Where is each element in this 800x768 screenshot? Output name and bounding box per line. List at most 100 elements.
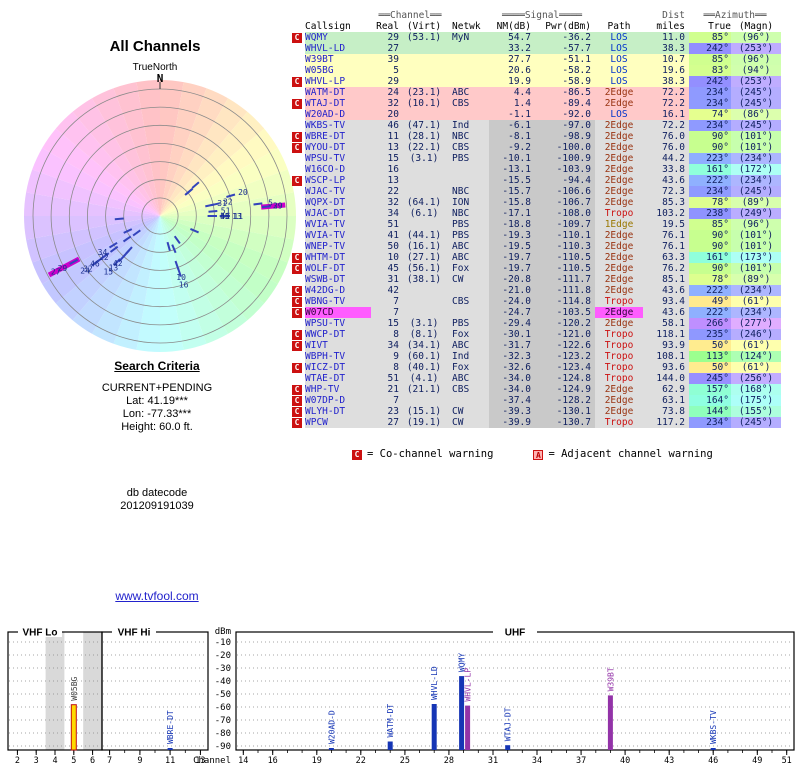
cell-callsign: WYOU-DT [305,142,371,153]
cell-real-channel: 29 [371,32,399,43]
cell-path: Tropo [595,340,643,351]
y-tick-label: -10 [215,638,231,648]
channel-tick-label: 31 [488,756,498,766]
cell-path: LOS [595,65,643,76]
cell-azimuth-true: 234° [689,417,731,428]
col-callsign: Callsign [305,21,351,32]
station-marker-label: 24 [80,266,90,275]
spectrum-bar [459,676,465,750]
north-label: N [157,72,164,85]
cell-virtual-channel: (38.1) [399,274,449,285]
cell-dist-miles: 62.9 [643,384,689,395]
channel-tick-label: 28 [444,756,454,766]
cell-nm-db: -31.7 [489,340,535,351]
cell-virtual-channel: (8.1) [399,329,449,340]
table-row: C WQMY 29 (53.1) MyN 54.7 -36.2 LOS 11.0 85° (96°) [292,32,781,43]
cell-real-channel: 7 [371,296,399,307]
cell-azimuth-true: 266° [689,318,731,329]
cell-real-channel: 27 [371,417,399,428]
cell-path: 2Edge [595,131,643,142]
cell-azimuth-true: 234° [689,98,731,109]
cell-azimuth-magn: (256°) [731,373,781,384]
cell-network [449,175,489,186]
cell-warning-gutter [292,65,305,76]
table-row: WQPX-DT 32 (64.1) ION -15.8 -106.7 2Edge 85.3 78… [292,197,781,208]
cell-azimuth-magn: (101°) [731,241,781,252]
co-channel-warning-icon: C [352,449,362,460]
cell-real-channel: 29 [371,76,399,87]
cell-warning-gutter: C [292,285,305,296]
tvfool-link[interactable]: www.tvfool.com [115,589,199,603]
cell-nm-db: 4.4 [489,87,535,98]
table-row: C WTAJ-DT 32 (10.1) CBS 1.4 -89.4 2Edge 72.2 234°… [292,98,781,109]
cell-azimuth-true: 161° [689,252,731,263]
cell-dist-miles: 11.0 [643,32,689,43]
table-row: WJAC-DT 34 (6.1) NBC -17.1 -108.0 Tropo 103.2 23… [292,208,781,219]
cell-real-channel: 51 [371,373,399,384]
shaded-channel-band [83,632,102,750]
station-marker-label: 32 [223,198,233,207]
station-marker-label: 5 [268,198,273,207]
cell-dist-miles: 63.3 [643,252,689,263]
cell-nm-db: -39.3 [489,406,535,417]
cell-dist-miles: 76.1 [643,241,689,252]
cell-real-channel: 7 [371,307,399,318]
cell-warning-gutter: C [292,263,305,274]
cell-network: CBS [449,384,489,395]
cell-azimuth-true: 234° [689,87,731,98]
cell-nm-db: -1.1 [489,109,535,120]
channel-tick-label: 5 [71,756,76,766]
table-row: C WSCP-LP 13 -15.5 -94.4 2Edge 43.6 222° (234°) [292,175,781,186]
cell-dist-miles: 38.3 [643,76,689,87]
station-marker [174,260,180,270]
cell-azimuth-magn: (89°) [731,274,781,285]
spectrum-bar-label: WHVL-LD [430,666,439,700]
cell-warning-gutter [292,230,305,241]
spectrum-bar [710,748,716,750]
cell-dist-miles: 33.8 [643,164,689,175]
search-criteria-heading: Search Criteria [114,359,200,373]
cell-network: CBS [449,296,489,307]
cell-real-channel: 42 [371,285,399,296]
cell-dist-miles: 85.3 [643,197,689,208]
x-axis-label: Channel [193,756,231,766]
cell-warning-gutter [292,120,305,131]
cell-callsign: WHTM-DT [305,252,371,263]
cell-path: 2Edge [595,186,643,197]
station-marker-label: 16 [179,280,189,289]
cell-warning-gutter: C [292,406,305,417]
cell-callsign: W20AD-D [305,109,371,120]
cell-path: 2Edge [595,164,643,175]
compass-wheel-sector [113,82,160,216]
station-marker [114,217,124,221]
section-label-bg [112,627,156,637]
cell-network [449,395,489,406]
cell-virtual-channel [399,54,449,65]
cell-dist-miles: 144.0 [643,373,689,384]
table-row: C WHTM-DT 10 (27.1) ABC -19.7 -110.5 2Edge 63.3 1… [292,252,781,263]
cell-network [449,164,489,175]
table-row: C WIVT 34 (34.1) ABC -31.7 -122.6 Tropo 93.9 50°(… [292,340,781,351]
cell-warning-gutter: C [292,142,305,153]
y-tick-label: -50 [215,690,231,700]
cell-nm-db: 1.4 [489,98,535,109]
cell-callsign: WLYH-DT [305,406,371,417]
station-marker [101,252,110,260]
cell-network [449,307,489,318]
cell-network: ABC [449,87,489,98]
channel-warning-icon: C [292,418,302,428]
table-row: C W42DG-D 42 -21.0 -111.8 2Edge 43.6 222° (234°) [292,285,781,296]
cell-warning-gutter [292,164,305,175]
cell-pwr-dbm: -86.5 [535,87,595,98]
datecode-block: db datecode 201209191039 [52,487,262,513]
cell-callsign: WATM-DT [305,87,371,98]
cell-virtual-channel: (3.1) [399,153,449,164]
cell-azimuth-true: 49° [689,296,731,307]
cell-pwr-dbm: -100.9 [535,153,595,164]
cell-azimuth-true: 242° [689,43,731,54]
cell-real-channel: 23 [371,406,399,417]
station-marker [226,193,236,198]
cell-pwr-dbm: -121.0 [535,329,595,340]
cell-network: Fox [449,329,489,340]
table-row: C W07DP-D 7 -37.4 -128.2 2Edge 63.1 164° (175°) [292,395,781,406]
